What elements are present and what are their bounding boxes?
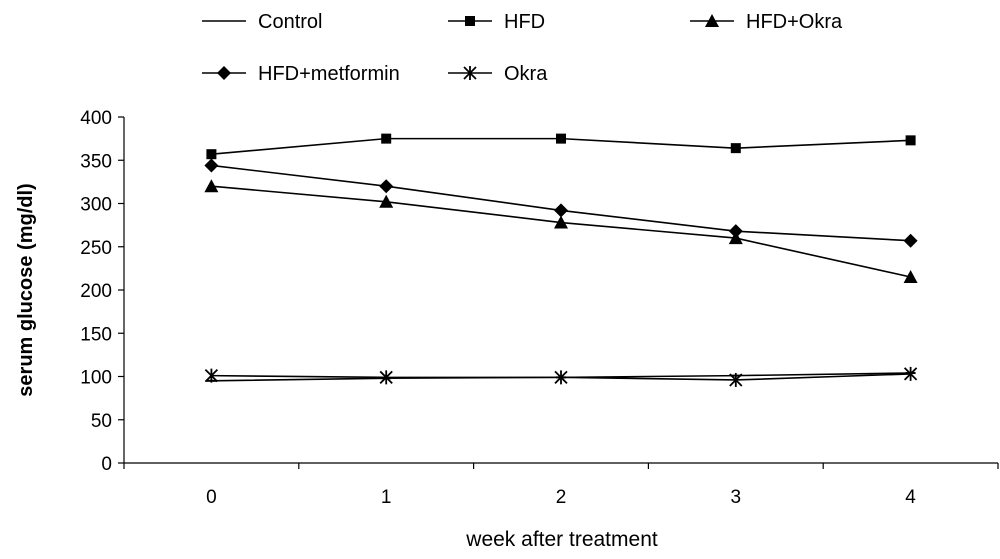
data-point-hfd-plus-metformin: [554, 203, 568, 218]
legend-marker: [705, 14, 719, 27]
legend-marker: [463, 66, 477, 80]
y-tick-label: 350: [80, 151, 112, 172]
data-point-hfd-plus-metformin: [903, 233, 918, 248]
legend-item-hfd: HFD: [448, 11, 545, 33]
legend-item-hfd-plus-metformin: HFD+metformin: [202, 63, 400, 85]
legend-item-control: Control: [202, 11, 322, 33]
y-axis-title: serum glucose (mg/dl): [15, 183, 37, 396]
data-point-hfd: [556, 133, 566, 144]
y-tick-label: 250: [80, 238, 112, 259]
data-point-okra: [729, 372, 743, 387]
legend-marker: [217, 66, 231, 80]
data-point-hfd: [206, 149, 217, 160]
data-point-okra: [204, 368, 219, 383]
series-hfd-plus-okra: [204, 179, 918, 284]
data-point-okra: [379, 370, 393, 385]
legend-marker: [465, 16, 475, 26]
legend-label: HFD+Okra: [746, 11, 843, 33]
y-tick-label: 150: [80, 324, 112, 345]
y-tick-label: 400: [80, 108, 112, 129]
series-hfd-plus-metformin: [204, 158, 918, 248]
series-group: [204, 133, 918, 387]
series-okra: [204, 366, 918, 387]
series-line-hfd-plus-okra: [211, 185, 911, 278]
x-axis-title: week after treatment: [465, 528, 658, 551]
data-point-okra: [903, 366, 918, 381]
data-point-hfd-plus-metformin: [379, 179, 394, 194]
data-point-hfd-plus-okra: [903, 270, 918, 284]
legend-label: HFD+metformin: [258, 63, 400, 85]
legend: Control HFD HFD+Okra HFD+metformin Okra: [202, 11, 843, 85]
legend-label: Control: [258, 11, 322, 33]
data-point-hfd: [730, 143, 741, 154]
x-tick-label: 3: [731, 487, 742, 508]
data-point-hfd-plus-okra: [554, 215, 568, 229]
data-point-hfd: [381, 133, 392, 144]
y-tick-label: 100: [80, 368, 112, 389]
x-tick-label: 2: [556, 487, 567, 508]
legend-label: Okra: [504, 63, 548, 85]
data-point-okra: [554, 370, 568, 385]
legend-item-hfd-plus-okra: HFD+Okra: [690, 11, 843, 33]
data-point-hfd-plus-metformin: [204, 158, 219, 173]
x-tick-label: 0: [206, 487, 217, 508]
data-point-hfd-plus-metformin: [728, 224, 743, 239]
series-hfd: [206, 133, 916, 160]
x-tick-label: 1: [381, 487, 392, 508]
x-tick-label: 4: [905, 487, 916, 508]
y-tick-label: 300: [80, 195, 112, 216]
y-tick-label: 50: [91, 411, 112, 432]
legend-item-okra: Okra: [448, 63, 548, 85]
data-point-hfd-plus-okra: [204, 179, 219, 193]
axes: 0 50 100 150 200 250 300 350 400 0 1 2 3 4: [80, 108, 999, 508]
legend-label: HFD: [504, 11, 545, 33]
data-point-hfd: [905, 135, 916, 146]
y-tick-label: 0: [101, 454, 112, 475]
series-line-hfd-plus-metformin: [211, 164, 911, 242]
y-tick-label: 200: [80, 281, 112, 302]
data-point-hfd-plus-okra: [379, 194, 394, 208]
